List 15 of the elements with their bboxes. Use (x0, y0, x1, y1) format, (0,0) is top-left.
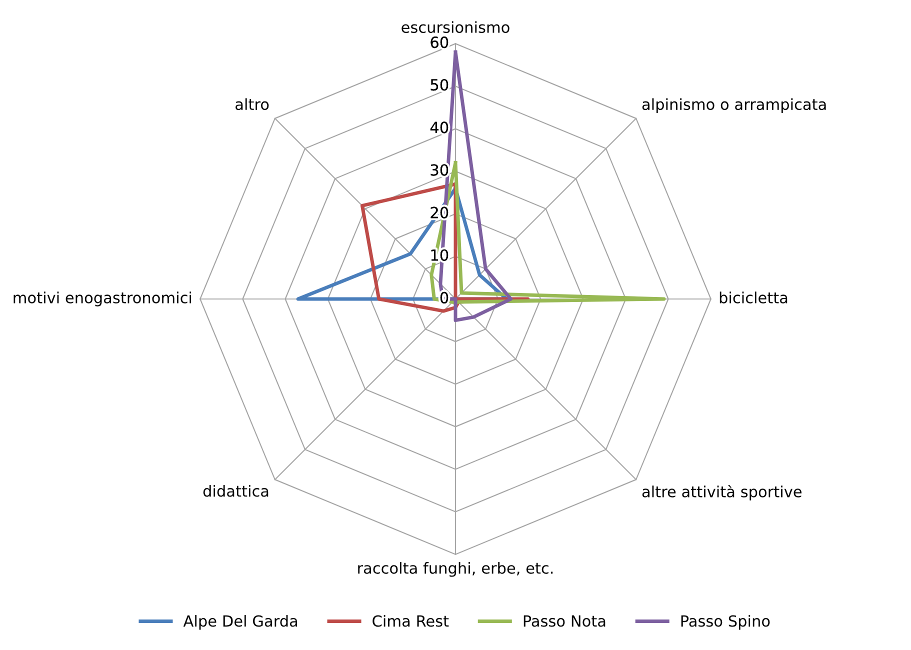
legend-label: Passo Nota (524, 615, 606, 627)
y-tick-label: 60 (430, 36, 448, 48)
spoke-label: motivi enogastronomici (14, 292, 192, 306)
y-tick-label: 50 (430, 79, 448, 91)
legend-label: Alpe Del Garda (183, 614, 298, 630)
y-tick-label: 40 (430, 122, 448, 134)
spoke-label: escursionismo (402, 21, 510, 34)
legend-label: Passo Spino (681, 614, 770, 630)
spoke-label: bicicletta (720, 292, 788, 304)
spoke-label: alpinismo o arrampicata (642, 98, 826, 114)
legend-label: Cima Rest (372, 614, 449, 627)
spoke-label: altre attività sportive (642, 484, 802, 500)
spoke-label: didattica (203, 484, 268, 497)
spoke-label: raccolta funghi, erbe, etc. (358, 562, 553, 577)
spoke-label: altro (236, 98, 269, 110)
